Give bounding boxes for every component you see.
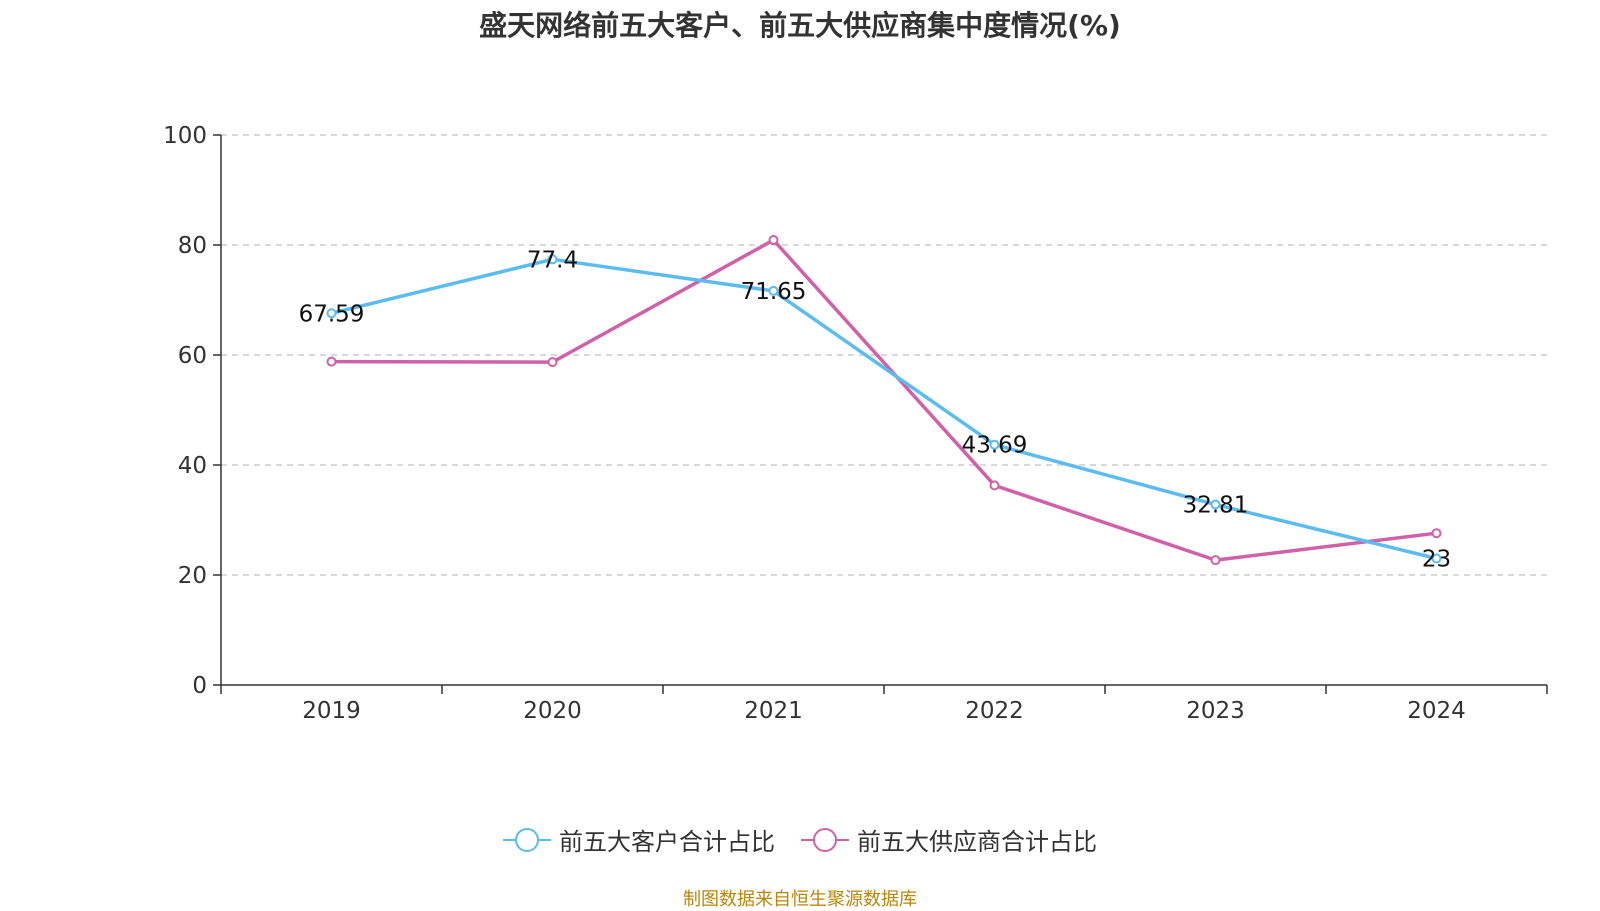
series-line-1 xyxy=(331,238,1437,562)
x-tick-label-2020: 2020 xyxy=(523,698,582,724)
y-tick-label-40: 40 xyxy=(178,453,207,479)
series-1-point-2024 xyxy=(1431,528,1442,539)
legend-item-suppliers[interactable]: 前五大供应商合计占比 xyxy=(801,822,1097,857)
data-label-2021: 71.65 xyxy=(741,279,807,305)
series-0-point-2020 xyxy=(547,254,558,265)
series-0-point-2023 xyxy=(1210,499,1221,510)
y-tick-label-0: 0 xyxy=(192,673,207,699)
legend-label-customers: 前五大客户合计占比 xyxy=(559,828,775,856)
series-1-point-2020 xyxy=(547,357,558,368)
y-tick-label-80: 80 xyxy=(178,233,207,259)
data-label-2023: 32.81 xyxy=(1183,493,1249,519)
series-0-point-2019 xyxy=(326,308,337,319)
x-tick-label-2022: 2022 xyxy=(965,698,1024,724)
legend: 前五大客户合计占比 前五大供应商合计占比 xyxy=(0,822,1600,857)
series-0-point-2021 xyxy=(768,285,779,296)
data-label-2024: 23 xyxy=(1422,547,1451,573)
series-1-point-2021 xyxy=(768,235,779,246)
data-source-note: 制图数据来自恒生聚源数据库 xyxy=(683,889,917,910)
legend-marker-suppliers xyxy=(801,827,849,852)
legend-item-customers[interactable]: 前五大客户合计占比 xyxy=(503,822,775,857)
data-label-2019: 67.59 xyxy=(299,301,365,327)
series-1-point-2019 xyxy=(326,356,337,367)
data-label-2020: 77.4 xyxy=(527,247,578,273)
series-1-point-2023 xyxy=(1210,555,1221,566)
y-tick-label-60: 60 xyxy=(178,343,207,369)
series-0-point-2022 xyxy=(989,439,1000,450)
legend-marker-customers xyxy=(503,827,551,852)
series-0-point-2024 xyxy=(1431,553,1442,564)
y-tick-label-100: 100 xyxy=(163,123,207,149)
x-tick-label-2024: 2024 xyxy=(1407,698,1466,724)
y-tick-label-20: 20 xyxy=(178,563,207,589)
series-line-0 xyxy=(331,257,1437,561)
series-1-point-2022 xyxy=(989,480,1000,491)
x-tick-label-2021: 2021 xyxy=(744,698,803,724)
legend-label-suppliers: 前五大供应商合计占比 xyxy=(857,828,1097,856)
data-label-2022: 43.69 xyxy=(962,433,1028,459)
x-tick-label-2019: 2019 xyxy=(302,698,361,724)
chart-title: 盛天网络前五大客户、前五大供应商集中度情况(%) xyxy=(479,9,1121,42)
x-tick-label-2023: 2023 xyxy=(1186,698,1245,724)
